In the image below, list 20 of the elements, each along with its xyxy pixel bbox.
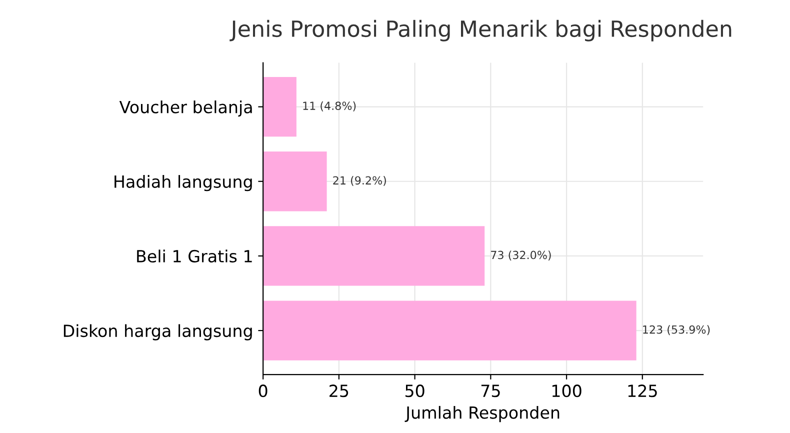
y-tick-label: Diskon harga langsung [64, 324, 252, 340]
data-label: 11 (4.8%) [303, 101, 356, 112]
x-tick-label: 50 [405, 384, 424, 398]
x-tick-label: 25 [330, 384, 348, 398]
bar [263, 226, 485, 286]
data-label: 73 (32.0%) [491, 250, 551, 260]
x-tick-label: 100 [552, 384, 582, 398]
bar [263, 152, 327, 212]
chart-title: Jenis Promosi Paling Menarik bagi Responden [230, 20, 732, 42]
x-tick-label: 75 [481, 384, 500, 398]
x-axis-title: Jumlah Responden [404, 406, 560, 422]
y-tick-label: Beli 1 Gratis 1 [137, 250, 252, 263]
x-tick-label: 125 [628, 384, 657, 398]
data-label: 123 (53.9%) [643, 325, 710, 336]
y-tick-label: Voucher belanja [119, 100, 252, 117]
data-label: 21 (9.2%) [333, 176, 386, 186]
bar [263, 76, 296, 137]
y-tick-label: Hadiah langsung [114, 175, 252, 192]
x-tick-label: 0 [258, 384, 268, 398]
bar [263, 300, 636, 360]
